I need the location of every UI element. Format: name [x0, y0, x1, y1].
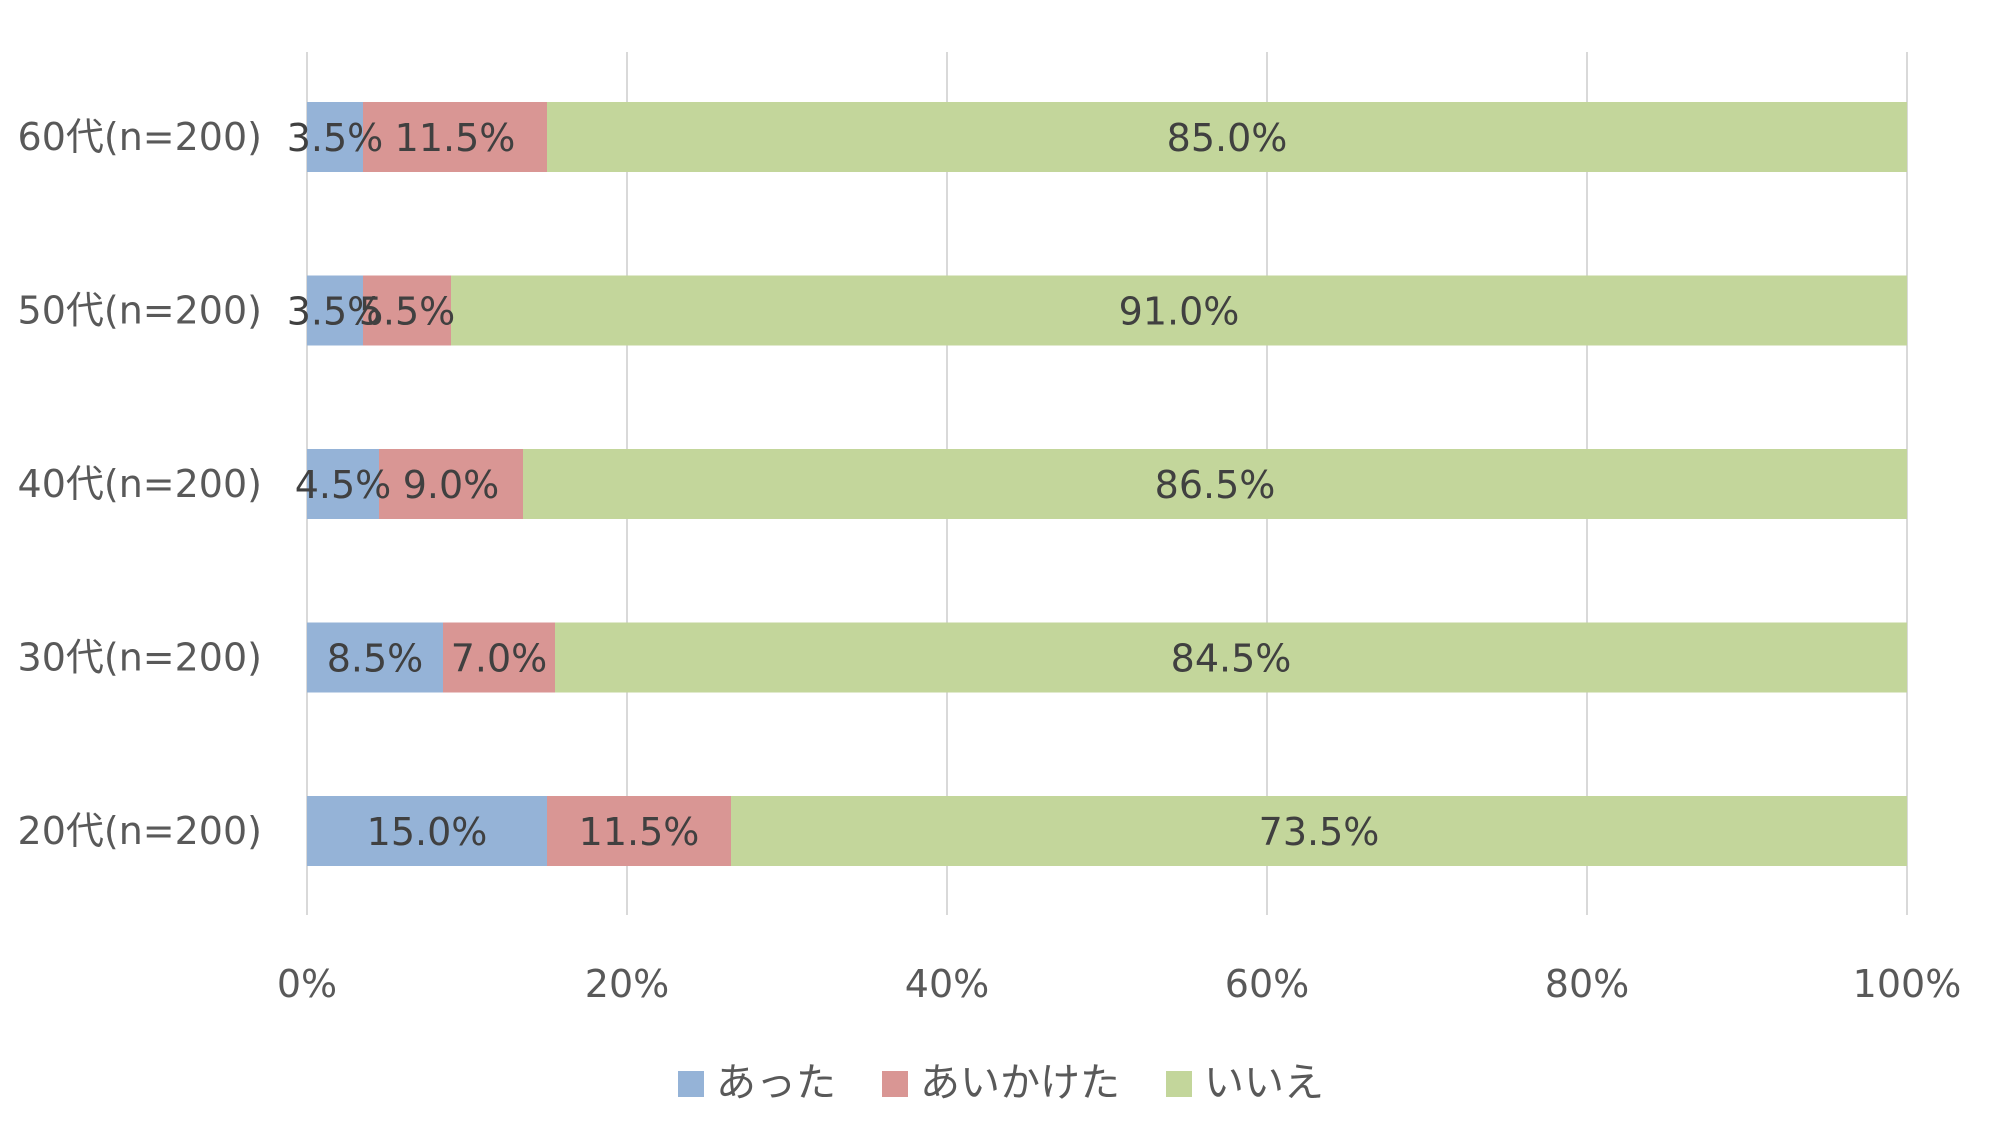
- category-label: 60代(n=200): [18, 115, 262, 159]
- data-label: 9.0%: [403, 463, 500, 507]
- data-label: 3.5%: [287, 290, 384, 334]
- x-axis-tick-labels: 0% 20% 40% 60% 80% 100%: [277, 962, 1961, 1006]
- bar-segment: [307, 275, 363, 346]
- category-label: 40代(n=200): [18, 462, 262, 506]
- bar-segment: [307, 102, 363, 172]
- bar-segment: [547, 796, 731, 866]
- x-tick-label: 80%: [1545, 962, 1629, 1006]
- data-label: 7.0%: [451, 637, 548, 681]
- legend-swatch: [678, 1071, 704, 1097]
- x-tick-label: 60%: [1225, 962, 1309, 1006]
- bar-segment: [731, 796, 1907, 866]
- data-label: 11.5%: [395, 116, 516, 160]
- legend-swatch: [882, 1071, 908, 1097]
- legend-label: あった: [716, 1060, 836, 1106]
- category-label: 50代(n=200): [18, 289, 262, 333]
- bar-segment: [547, 102, 1907, 172]
- bar-segment: [307, 796, 547, 866]
- data-label: 3.5%: [287, 116, 384, 160]
- data-label: 91.0%: [1119, 290, 1240, 334]
- legend-swatch: [1166, 1071, 1192, 1097]
- x-tick-label: 20%: [585, 962, 669, 1006]
- data-label: 5.5%: [359, 290, 456, 334]
- bar-segment: [555, 622, 1907, 693]
- legend-label: あいかけた: [920, 1060, 1120, 1106]
- data-labels: 3.5% 11.5% 85.0%3.5%5.5% 91.0%4.5% 9.0% 86.5%…: [287, 116, 1380, 854]
- bar-segment: [363, 275, 451, 346]
- category-label: 20代(n=200): [18, 809, 262, 853]
- legend: あった あいかけた いいえ: [678, 1060, 1324, 1106]
- data-label: 8.5%: [327, 637, 424, 681]
- bar-segment: [451, 275, 1907, 346]
- bar-segment: [523, 449, 1907, 519]
- bar-segment: [379, 449, 523, 519]
- data-label: 11.5%: [579, 810, 700, 854]
- data-label: 85.0%: [1167, 116, 1288, 160]
- x-tick-label: 40%: [905, 962, 989, 1006]
- bar-segment: [443, 622, 555, 693]
- data-label: 73.5%: [1259, 810, 1380, 854]
- bar-segment: [307, 622, 443, 693]
- x-tick-label: 0%: [277, 962, 337, 1006]
- bar-segment: [307, 449, 379, 519]
- category-labels: 60代(n=200) 50代(n=200) 40代(n=200) 30代(n=200)…: [18, 115, 262, 853]
- category-label: 30代(n=200): [18, 636, 262, 680]
- data-label: 84.5%: [1171, 637, 1292, 681]
- bar-segment: [363, 102, 547, 172]
- data-label: 15.0%: [367, 810, 488, 854]
- bars: [307, 102, 1907, 866]
- x-tick-label: 100%: [1853, 962, 1962, 1006]
- data-label: 4.5%: [295, 463, 392, 507]
- data-label: 86.5%: [1155, 463, 1276, 507]
- legend-label: いいえ: [1204, 1060, 1324, 1106]
